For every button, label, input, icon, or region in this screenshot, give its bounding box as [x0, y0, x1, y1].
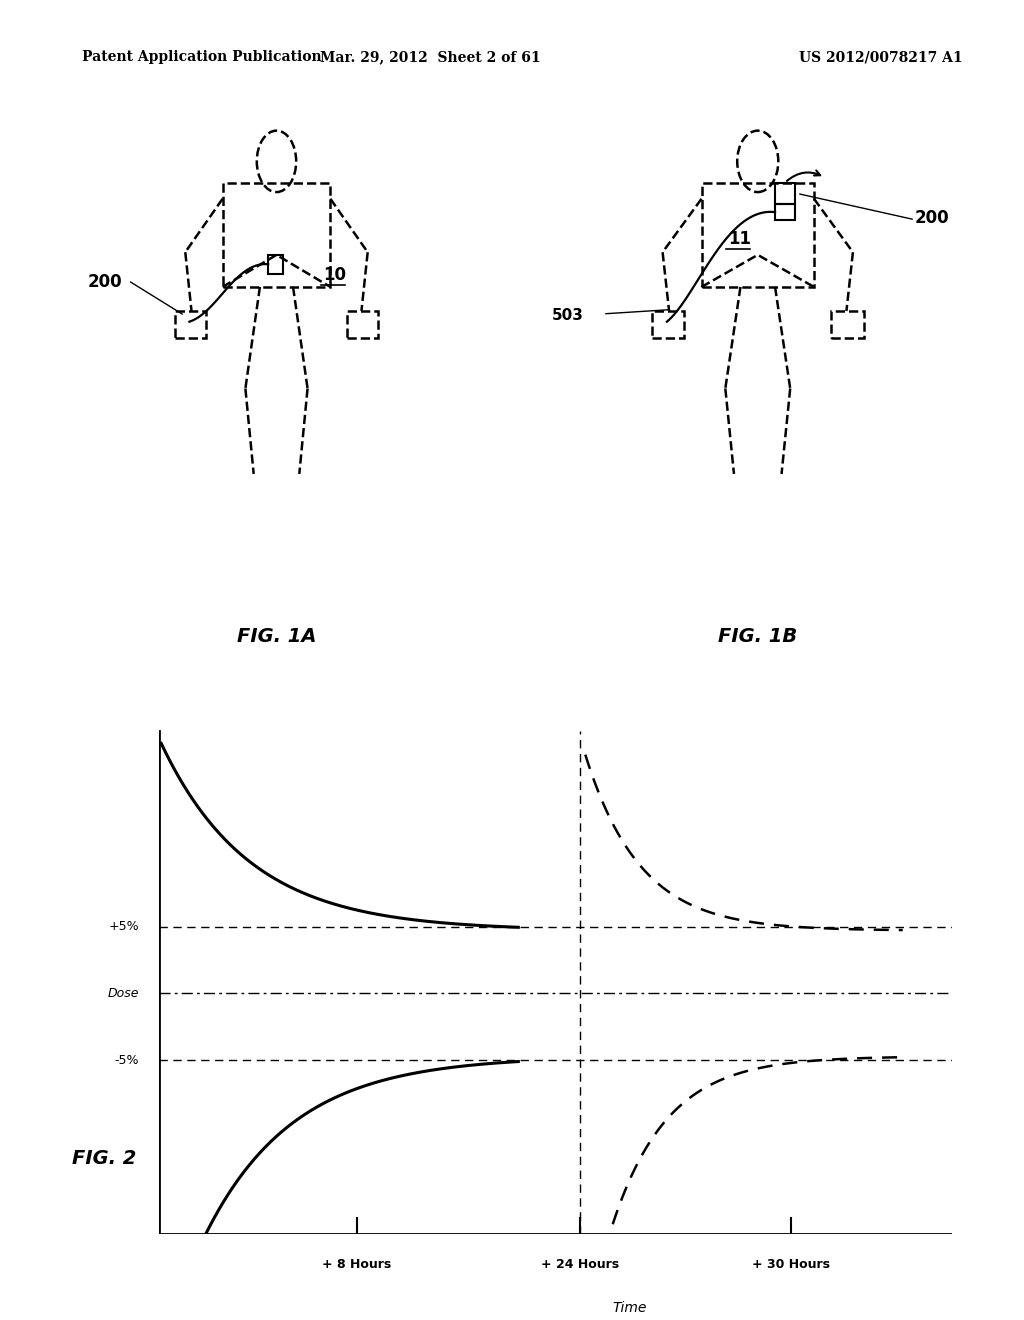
Text: Time: Time [612, 1302, 647, 1315]
Bar [268, 255, 283, 273]
Text: FIG. 1A: FIG. 1A [237, 627, 316, 645]
Bar [775, 182, 795, 205]
Text: US 2012/0078217 A1: US 2012/0078217 A1 [799, 50, 963, 65]
Text: Mar. 29, 2012  Sheet 2 of 61: Mar. 29, 2012 Sheet 2 of 61 [319, 50, 541, 65]
Text: 10: 10 [324, 267, 346, 285]
Text: + 30 Hours: + 30 Hours [752, 1258, 830, 1271]
Bar [775, 205, 795, 220]
Text: + 24 Hours: + 24 Hours [542, 1258, 620, 1271]
Text: FIG. 2: FIG. 2 [72, 1150, 136, 1168]
Text: 200: 200 [88, 272, 123, 290]
Text: -5%: -5% [115, 1053, 139, 1067]
Text: 503: 503 [551, 308, 584, 323]
Text: Dose: Dose [108, 987, 139, 1001]
Text: + 8 Hours: + 8 Hours [323, 1258, 392, 1271]
Text: 200: 200 [915, 209, 949, 227]
Text: +5%: +5% [109, 920, 139, 933]
Text: Patent Application Publication: Patent Application Publication [82, 50, 322, 65]
Text: FIG. 1B: FIG. 1B [718, 627, 798, 645]
Text: 11: 11 [728, 230, 752, 248]
